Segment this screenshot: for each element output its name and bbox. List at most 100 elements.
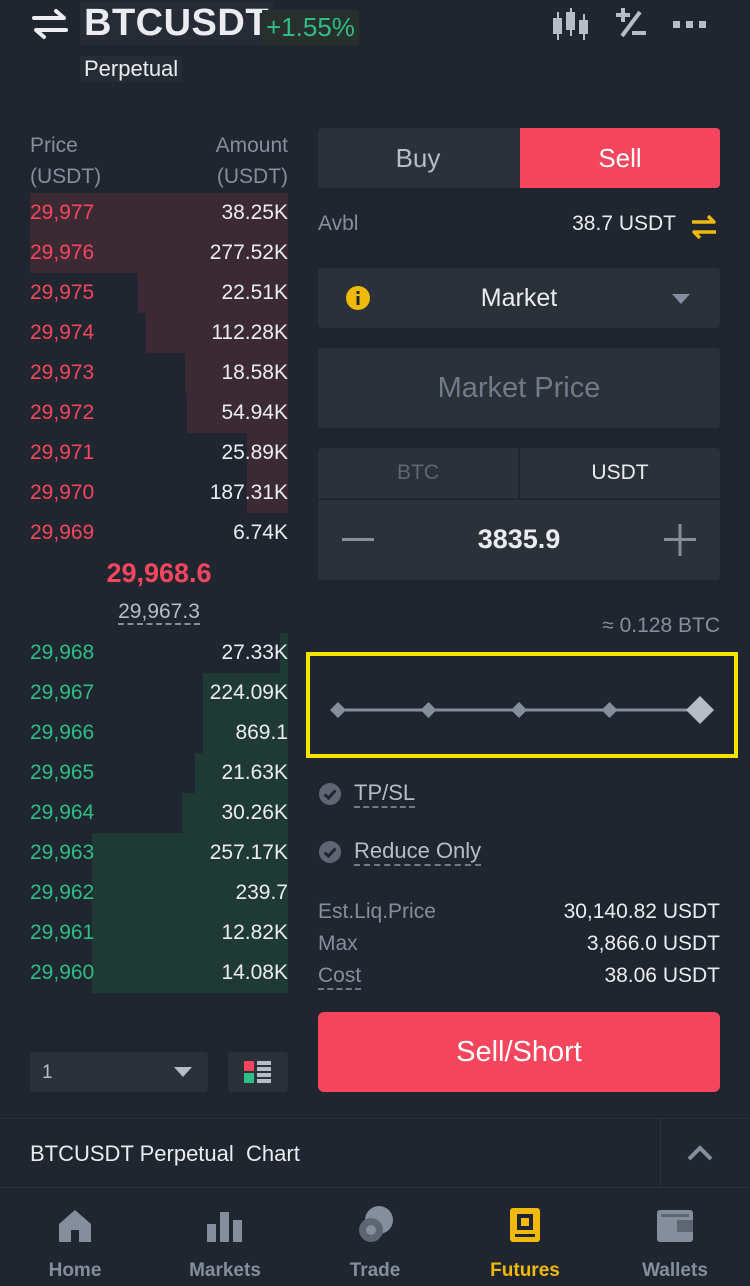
bid-depth-bar <box>91 873 288 913</box>
bid-price: 29,965 <box>30 761 95 784</box>
max-row: Max 3,866.0 USDT <box>318 932 720 964</box>
ask-price: 29,973 <box>30 361 95 384</box>
chevron-up-icon[interactable] <box>686 1141 714 1165</box>
bid-depth-bar <box>91 953 288 993</box>
header: BTCUSDT +1.55% Perpetual <box>0 0 750 110</box>
transfer-icon[interactable] <box>690 214 718 240</box>
ask-row[interactable]: 29,972 54.94K <box>30 393 288 433</box>
nav-item-markets[interactable]: Markets <box>150 1188 300 1286</box>
contract-type-label: Perpetual <box>80 56 183 82</box>
futures-icon <box>510 1208 540 1242</box>
bid-row[interactable]: 29,963 257.17K <box>30 833 288 873</box>
ask-depth-bar <box>138 273 288 313</box>
ask-row[interactable]: 29,969 6.74K <box>30 513 288 553</box>
bid-amount: 224.09K <box>209 681 288 704</box>
nav-item-trade[interactable]: Trade <box>300 1188 450 1286</box>
home-icon <box>59 1210 91 1242</box>
nav-item-home[interactable]: Home <box>0 1188 150 1286</box>
ask-amount: 112.28K <box>211 321 288 344</box>
ask-row[interactable]: 29,977 38.25K <box>30 193 288 233</box>
plus-icon[interactable] <box>660 520 700 560</box>
ask-row[interactable]: 29,970 187.31K <box>30 473 288 513</box>
slider-handle[interactable] <box>686 696 714 724</box>
slider-stop[interactable] <box>330 702 346 718</box>
ask-depth-bar <box>30 193 288 233</box>
sell-short-button[interactable]: Sell/Short <box>318 1012 720 1092</box>
orderbook-view-toggle[interactable] <box>228 1052 288 1092</box>
unit-tab-usdt[interactable]: USDT <box>591 461 649 484</box>
bid-depth-bar <box>91 833 288 873</box>
more-dots-icon[interactable] <box>672 6 708 42</box>
bid-amount: 12.82K <box>221 921 288 944</box>
nav-label: Trade <box>349 1260 401 1281</box>
nav-label: Home <box>48 1260 102 1281</box>
sell-tab[interactable]: Sell <box>520 128 720 188</box>
slider-stop[interactable] <box>511 702 527 718</box>
last-price[interactable]: 29,968.6 <box>106 558 212 588</box>
bid-depth-bar <box>202 673 288 713</box>
chart-bar[interactable]: BTCUSDT Perpetual Chart <box>0 1118 750 1189</box>
ask-price: 29,976 <box>30 241 95 264</box>
bid-price: 29,964 <box>30 801 95 824</box>
ask-row[interactable]: 29,971 25.89K <box>30 433 288 473</box>
buy-tab[interactable]: Buy <box>395 143 441 173</box>
ask-depth-bar <box>187 393 288 433</box>
ask-depth-bar <box>246 433 288 473</box>
info-icon[interactable] <box>346 286 370 310</box>
bid-price: 29,960 <box>30 961 95 984</box>
ask-depth-bar <box>30 233 288 273</box>
mark-price[interactable]: 29,967.3 <box>0 600 318 625</box>
ask-price: 29,977 <box>30 201 95 224</box>
bid-amount: 257.17K <box>209 841 288 864</box>
max-label: Max <box>318 932 358 955</box>
ask-row[interactable]: 29,974 112.28K <box>30 313 288 353</box>
bid-row[interactable]: 29,966 869.1 <box>30 713 288 753</box>
candlestick-chart-icon[interactable] <box>550 6 590 42</box>
bid-row[interactable]: 29,962 239.7 <box>30 873 288 913</box>
nav-item-wallets[interactable]: Wallets <box>600 1188 750 1286</box>
order-type-select[interactable]: Market <box>318 268 720 328</box>
price-input[interactable] <box>318 348 720 428</box>
buy-sell-switch: Buy Sell <box>318 128 720 188</box>
bottom-nav: Home Markets Trade Futures Wa <box>0 1188 750 1286</box>
ask-row[interactable]: 29,973 18.58K <box>30 353 288 393</box>
ask-amount: 18.58K <box>221 361 288 384</box>
bid-amount: 21.63K <box>221 761 288 784</box>
ask-amount: 38.25K <box>221 201 288 224</box>
bid-price: 29,966 <box>30 721 95 744</box>
nav-item-futures[interactable]: Futures <box>450 1188 600 1286</box>
percentage-slider[interactable] <box>318 690 720 730</box>
bid-row[interactable]: 29,960 14.08K <box>30 953 288 993</box>
plus-minus-icon[interactable] <box>614 6 648 42</box>
ask-price: 29,970 <box>30 481 95 504</box>
symbol-title[interactable]: BTCUSDT <box>80 2 274 45</box>
slider-highlight-box <box>306 652 738 758</box>
ask-price: 29,969 <box>30 521 95 544</box>
bid-row[interactable]: 29,965 21.63K <box>30 753 288 793</box>
bid-amount: 27.33K <box>221 641 288 664</box>
bid-price: 29,962 <box>30 881 95 904</box>
cost-label[interactable]: Cost <box>318 964 362 990</box>
slider-stop[interactable] <box>420 702 437 718</box>
quantity-stepper[interactable]: 3835.9 <box>318 500 720 580</box>
quantity-value[interactable]: 3835.9 <box>477 524 561 554</box>
bid-depth-bar <box>280 633 288 673</box>
bid-row[interactable]: 29,964 30.26K <box>30 793 288 833</box>
ask-row[interactable]: 29,976 277.52K <box>30 233 288 273</box>
quantity-unit-tabs: BTC USDT <box>318 448 720 498</box>
ask-price: 29,975 <box>30 281 95 304</box>
bid-row[interactable]: 29,961 12.82K <box>30 913 288 953</box>
bid-depth-bar <box>202 713 288 753</box>
tpsl-label: TP/SL <box>354 780 416 808</box>
mark-price-value: 29,967.3 <box>118 600 200 625</box>
est-liq-row: Est.Liq.Price 30,140.82 USDT <box>318 900 720 932</box>
depth-precision-select[interactable]: 1 <box>30 1052 208 1092</box>
unit-tab-btc[interactable]: BTC <box>397 461 439 484</box>
wallet-icon <box>657 1210 693 1242</box>
swap-arrows-icon[interactable] <box>30 8 70 40</box>
slider-stop[interactable] <box>601 702 618 718</box>
bid-row[interactable]: 29,967 224.09K <box>30 673 288 713</box>
bid-row[interactable]: 29,968 27.33K <box>30 633 288 673</box>
ask-row[interactable]: 29,975 22.51K <box>30 273 288 313</box>
minus-icon[interactable] <box>338 520 378 560</box>
